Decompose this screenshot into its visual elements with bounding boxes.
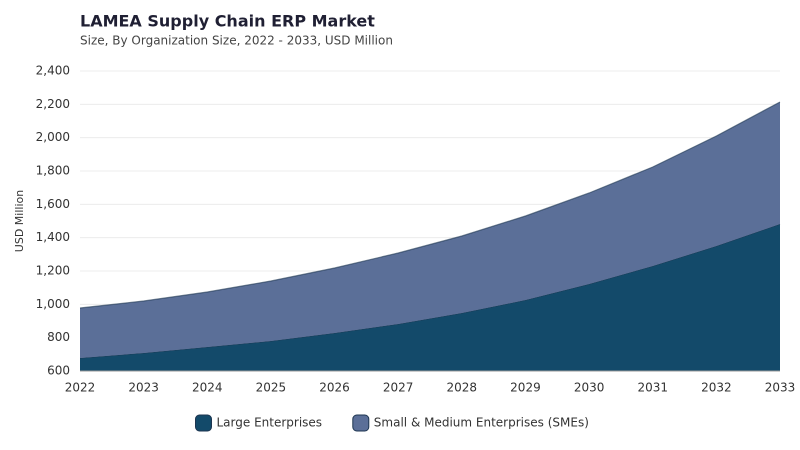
x-tick-label: 2023: [128, 381, 159, 395]
x-tick-label: 2026: [319, 381, 350, 395]
y-tick-label: 2,200: [36, 97, 70, 111]
y-tick-label: 1,000: [36, 297, 70, 311]
x-tick-label: 2027: [383, 381, 414, 395]
y-tick-label: 2,400: [36, 64, 70, 78]
y-tick-label: 1,600: [36, 197, 70, 211]
x-tick-label: 2029: [510, 381, 541, 395]
x-tick-label: 2033: [765, 381, 796, 395]
chart-title: LAMEA Supply Chain ERP Market: [80, 12, 375, 31]
y-tick-label: 1,400: [36, 230, 70, 244]
area: [80, 102, 780, 358]
x-tick-label: 2028: [447, 381, 478, 395]
y-axis-label: USD Million: [13, 190, 26, 252]
y-tick-label: 2,000: [36, 130, 70, 144]
y-tick-label: 600: [47, 364, 70, 378]
x-tick-label: 2025: [256, 381, 287, 395]
legend-label: Small & Medium Enterprises (SMEs): [374, 416, 589, 430]
x-tick-label: 2032: [701, 381, 732, 395]
y-tick-label: 1,800: [36, 164, 70, 178]
area-edge: [79, 101, 781, 309]
area: [80, 224, 780, 371]
x-tick-label: 2024: [192, 381, 223, 395]
legend-swatch: [195, 414, 212, 432]
x-tick-label: 2031: [637, 381, 668, 395]
x-tick-label: 2030: [574, 381, 605, 395]
legend-swatch: [352, 414, 370, 432]
x-tick-label: 2022: [65, 381, 96, 395]
y-tick-label: 800: [47, 330, 70, 344]
legend-label: Large Enterprises: [217, 416, 323, 430]
chart-subtitle: Size, By Organization Size, 2022 - 2033,…: [80, 34, 393, 48]
y-tick-label: 1,200: [36, 264, 70, 278]
